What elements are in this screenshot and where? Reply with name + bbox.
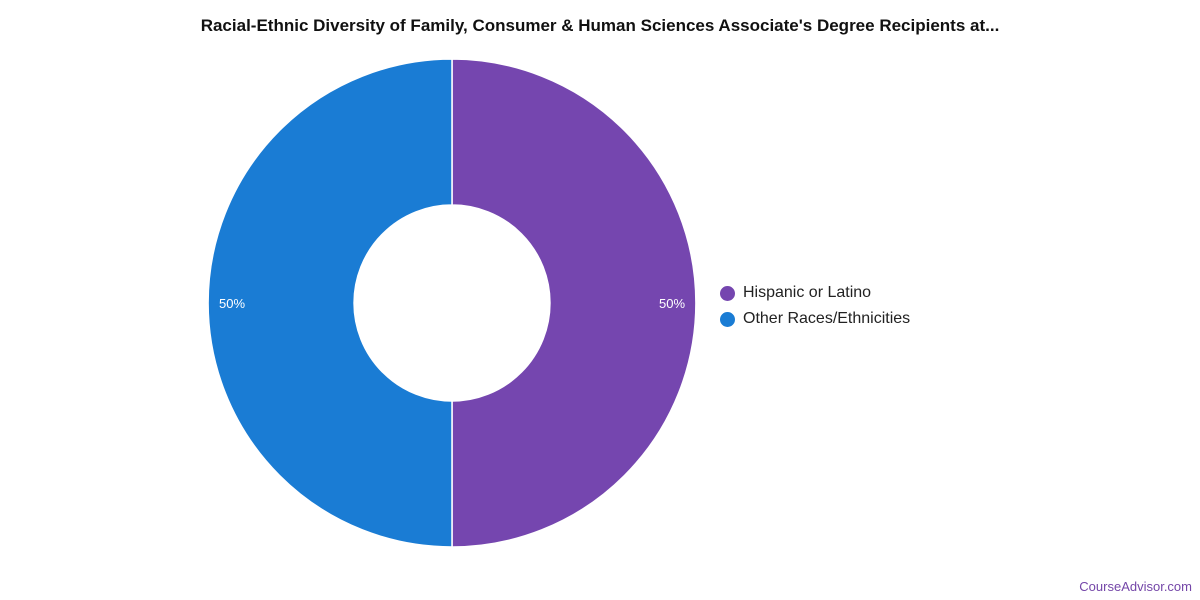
- slice-hispanic[interactable]: [451, 58, 697, 548]
- slice-other[interactable]: [207, 58, 453, 548]
- legend-item-hispanic[interactable]: Hispanic or Latino: [720, 280, 910, 306]
- slice-label-hispanic: 50%: [659, 296, 685, 311]
- source-credit[interactable]: CourseAdvisor.com: [1079, 579, 1192, 594]
- legend-swatch-other: [720, 311, 735, 327]
- legend: Hispanic or Latino Other Races/Ethniciti…: [720, 280, 910, 332]
- legend-swatch-hispanic: [720, 285, 735, 301]
- legend-label-other: Other Races/Ethnicities: [743, 310, 911, 327]
- slice-label-other: 50%: [219, 296, 245, 311]
- legend-label-hispanic: Hispanic or Latino: [743, 284, 872, 301]
- chart-title: Racial-Ethnic Diversity of Family, Consu…: [200, 16, 1000, 35]
- legend-item-other[interactable]: Other Races/Ethnicities: [720, 306, 910, 332]
